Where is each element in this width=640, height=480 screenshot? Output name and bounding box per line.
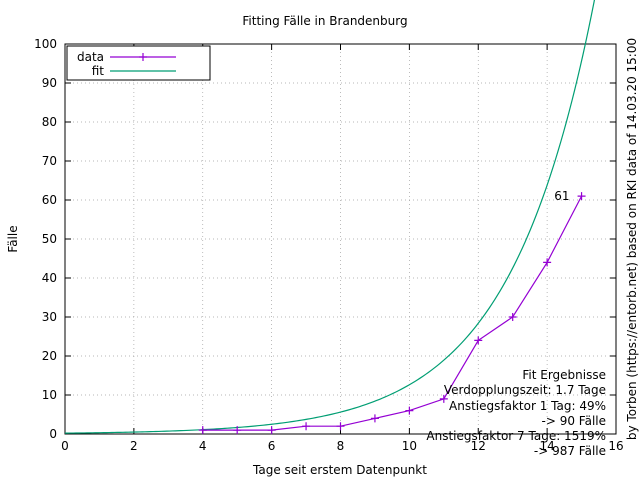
fit-results-line: -> 987 Fälle	[534, 444, 606, 458]
data-point	[198, 426, 207, 435]
x-tick-label: 14	[539, 439, 554, 453]
x-tick-label: 2	[130, 439, 138, 453]
y-tick-label: 40	[42, 271, 57, 285]
grid	[65, 44, 616, 434]
x-tick-label: 10	[402, 439, 417, 453]
y-tick-label: 10	[42, 388, 57, 402]
data-series-line	[202, 195, 583, 431]
fit-series-line	[64, 0, 596, 434]
legend-marker-data	[139, 53, 147, 61]
fit-results-heading: Fit Ergebnisse	[522, 368, 606, 382]
y-tick-label: 100	[34, 37, 57, 51]
x-tick-label: 16	[608, 439, 623, 453]
x-tick-label: 4	[199, 439, 207, 453]
data-point	[302, 422, 311, 431]
fit-results-line: Anstiegsfaktor 7 Tage: 1519%	[426, 429, 606, 443]
data-point	[370, 414, 379, 423]
y-tick-label: 80	[42, 115, 57, 129]
fit-results-line: -> 90 Fälle	[542, 414, 607, 428]
data-point	[233, 426, 242, 435]
y-tick-label: 60	[42, 193, 57, 207]
y-tick-label: 0	[49, 427, 57, 441]
x-tick-label: 0	[61, 439, 69, 453]
legend-box	[66, 45, 211, 81]
x-tick-label: 6	[268, 439, 276, 453]
data-point	[439, 394, 448, 403]
x-tick-label: 8	[337, 439, 345, 453]
attribution-note: by Torben (https://entorb.net) based on …	[625, 38, 639, 440]
data-point	[336, 422, 345, 431]
data-point	[508, 313, 517, 321]
x-axis-label: Tage seit erstem Datenpunkt	[252, 463, 427, 477]
point-label-last: 61	[554, 189, 569, 203]
fit-results-line: Verdopplungszeit: 1.7 Tage	[444, 383, 606, 397]
fit-results-line: Anstiegsfaktor 1 Tag: 49%	[449, 399, 606, 413]
y-tick-label: 50	[42, 232, 57, 246]
chart-title: Fitting Fälle in Brandenburg	[242, 14, 407, 28]
y-axis-label: Fälle	[6, 225, 20, 252]
x-tick-label: 12	[471, 439, 486, 453]
y-tick-label: 70	[42, 154, 57, 168]
data-point	[577, 192, 586, 201]
y-axis: 0 10 20 30 40 50 60 70 80 90 100	[34, 37, 616, 441]
legend-label-data: data	[77, 50, 104, 64]
data-point	[474, 336, 483, 345]
data-point	[405, 406, 414, 415]
y-tick-label: 20	[42, 349, 57, 363]
data-point	[543, 258, 552, 267]
data-series-markers	[198, 192, 586, 435]
data-point	[267, 426, 276, 435]
legend: data fit	[66, 45, 211, 81]
legend-label-fit: fit	[92, 64, 105, 78]
y-tick-label: 90	[42, 76, 57, 90]
fit-results: Fit Ergebnisse Verdopplungszeit: 1.7 Tag…	[426, 368, 606, 458]
y-tick-label: 30	[42, 310, 57, 324]
